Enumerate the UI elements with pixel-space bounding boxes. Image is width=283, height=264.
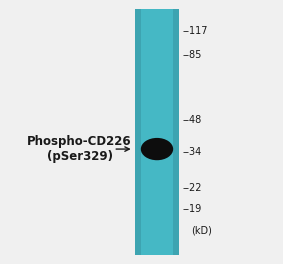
Text: --117: --117 (182, 26, 208, 36)
Text: (kD): (kD) (191, 225, 212, 235)
Ellipse shape (141, 138, 173, 160)
Bar (135, 8, 140, 256)
Text: --48: --48 (182, 115, 201, 125)
Text: --19: --19 (182, 205, 201, 214)
Text: --34: --34 (182, 147, 201, 157)
Bar (135, 8, 179, 256)
Text: --85: --85 (182, 50, 202, 59)
Text: (pSer329): (pSer329) (46, 150, 113, 163)
Text: --22: --22 (182, 183, 202, 194)
Bar (173, 8, 179, 256)
Text: Phospho-CD226: Phospho-CD226 (27, 135, 132, 148)
